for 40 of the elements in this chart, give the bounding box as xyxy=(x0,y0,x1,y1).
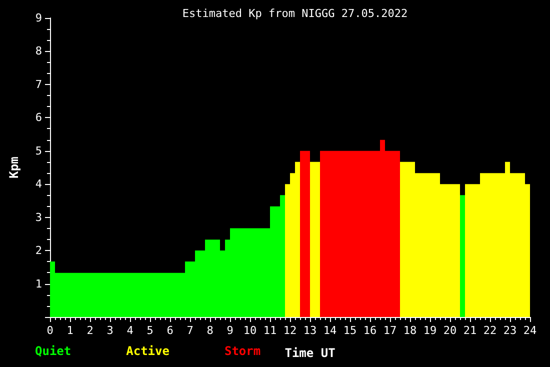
x-tick-label: 18 xyxy=(403,324,417,337)
x-tick-label: 21 xyxy=(463,324,477,337)
x-tick-label: 13 xyxy=(303,324,317,337)
x-tick-label: 0 xyxy=(46,324,54,337)
x-tick-label: 20 xyxy=(443,324,457,337)
y-tick-label: 5 xyxy=(35,144,42,158)
y-tick-label: 7 xyxy=(35,78,42,91)
text: Active xyxy=(126,344,170,358)
y-axis-title: Kpm xyxy=(7,156,21,178)
x-tick-label: 6 xyxy=(166,324,174,337)
x-tick-label: 3 xyxy=(106,324,114,337)
y-tick-label: 9 xyxy=(35,12,42,24)
x-tick-label: 23 xyxy=(503,324,517,337)
x-tick-label: 15 xyxy=(343,324,357,337)
y-tick-label: 8 xyxy=(35,44,42,58)
x-tick-label: 10 xyxy=(243,324,257,337)
x-tick-label: 24 xyxy=(523,324,537,337)
x-tick-label: 1 xyxy=(66,324,74,337)
chart-title: Estimated Kp from NIGGG 27.05.2022 xyxy=(182,7,408,20)
text: Quiet xyxy=(35,344,72,358)
x-tick-label: 5 xyxy=(146,324,154,337)
x-tick-label: 4 xyxy=(126,324,134,337)
x-tick-label: 22 xyxy=(483,324,497,337)
x-axis-title: Time UT xyxy=(284,346,336,360)
x-tick-label: 17 xyxy=(383,324,397,337)
y-tick-label: 2 xyxy=(35,244,42,258)
x-tick-label: 11 xyxy=(263,324,277,337)
x-tick-label: 7 xyxy=(186,324,194,337)
y-tick-label: 6 xyxy=(35,111,42,124)
x-tick-label: 2 xyxy=(86,324,94,337)
x-tick-label: 19 xyxy=(423,324,437,337)
y-tick-label: 3 xyxy=(35,210,42,224)
text: Storm xyxy=(224,344,261,358)
x-tick-label: 8 xyxy=(206,324,214,337)
x-tick-label: 16 xyxy=(363,324,377,337)
x-tick-label: 9 xyxy=(226,324,234,337)
y-tick-label: 1 xyxy=(35,277,42,290)
y-tick-label: 4 xyxy=(35,178,42,191)
x-tick-label: 14 xyxy=(323,324,337,337)
x-tick-label: 12 xyxy=(283,324,297,337)
